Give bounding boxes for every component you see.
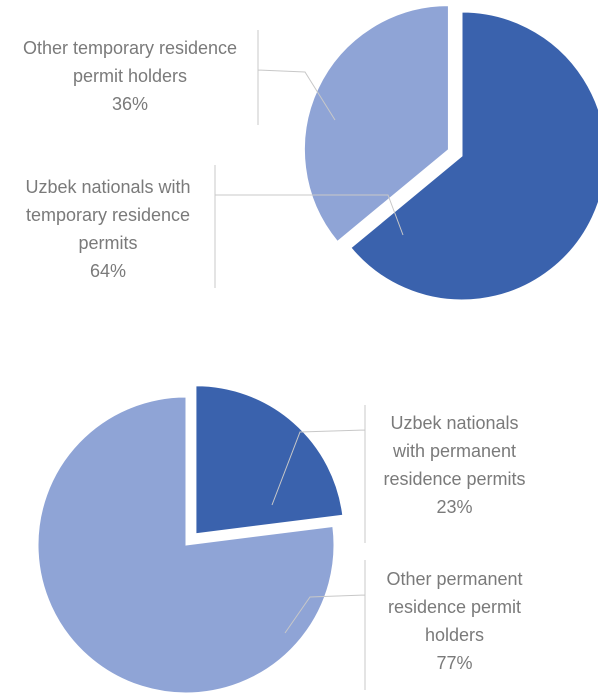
slice-label: Other temporary residence permit holders… [5,34,255,118]
leader-lines [214,30,404,690]
slice-label: Uzbek nationals with temporary residence… [3,173,213,285]
category-label: Uzbek nationals with permanent residence… [383,413,526,489]
category-label: Other temporary residence permit holders [22,38,238,86]
leader-line [214,165,404,288]
pie-slice [303,5,449,243]
slice-label: Uzbek nationals with permanent residence… [377,409,532,521]
pie-slice [195,385,344,535]
pie-slice [37,396,335,693]
category-label: Other permanent residence permit holders [386,569,523,645]
value-label: 77% [436,653,473,673]
value-label: 64% [89,261,127,281]
slice-label: Other permanent residence permit holders… [377,565,532,677]
pie-slice [350,11,598,301]
leader-line [271,405,366,543]
leader-line [284,560,366,690]
leader-line [257,30,336,125]
value-label: 23% [436,497,473,517]
category-label: Uzbek nationals with temporary residence… [25,177,191,253]
value-label: 36% [111,94,149,114]
